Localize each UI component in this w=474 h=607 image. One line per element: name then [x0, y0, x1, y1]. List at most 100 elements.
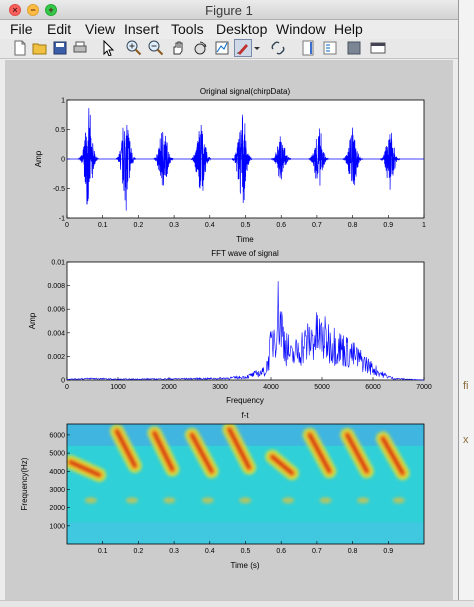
pan-icon[interactable]: [170, 40, 186, 56]
x-tick-label-1-3: 3000: [212, 384, 228, 391]
print-icon[interactable]: [72, 40, 88, 56]
brush-dropdown-icon[interactable]: [253, 40, 261, 56]
x-tick-label-2-1: 0.2: [134, 548, 144, 555]
x-tick-label-0-1: 0.1: [98, 222, 108, 229]
y-tick-label-2-5: 6000: [49, 432, 65, 439]
dock-icon[interactable]: [370, 40, 386, 56]
y-tick-label-2-0: 1000: [49, 523, 65, 530]
x-tick-label-0-4: 0.4: [205, 222, 215, 229]
figure-window: × − + Figure 1 File Edit View Insert Too…: [0, 0, 459, 607]
x-tick-label-2-6: 0.7: [312, 548, 322, 555]
x-tick-label-0-0: 0: [65, 222, 69, 229]
open-icon[interactable]: [32, 40, 48, 56]
chart-2-ylabel: Amp: [28, 312, 37, 329]
spectrogram-low-band: [67, 522, 424, 544]
x-tick-label-1-7: 7000: [416, 384, 432, 391]
chart-3-ylabel: Frequency(Hz): [20, 457, 29, 510]
chirp-core-1: [115, 429, 137, 468]
menu-desktop[interactable]: Desktop: [216, 21, 268, 37]
x-tick-label-0-2: 0.2: [134, 222, 144, 229]
y-tick-label-1-2: 0.004: [47, 330, 65, 337]
chirp-harmonic-8: [392, 497, 405, 504]
chirp-harmonic-5: [282, 497, 295, 504]
x-tick-label-0-5: 0.5: [241, 222, 251, 229]
title-bar[interactable]: × − + Figure 1: [0, 0, 458, 20]
chirp-core-7: [345, 433, 369, 473]
y-tick-label-1-5: 0.01: [51, 260, 65, 267]
chart-1-title: Original signal(chirpData): [200, 87, 291, 96]
y-tick-label-1-3: 0.006: [47, 307, 65, 314]
y-tick-label-2-1: 2000: [49, 505, 65, 512]
pointer-icon[interactable]: [100, 40, 116, 56]
menu-window[interactable]: Window: [276, 21, 326, 37]
x-tick-label-1-5: 5000: [314, 384, 330, 391]
x-tick-label-2-3: 0.4: [205, 548, 215, 555]
signal-burst-3: [190, 125, 212, 191]
y-tick-label-2-4: 5000: [49, 451, 65, 458]
menu-file[interactable]: File: [10, 21, 33, 37]
signal-burst-8: [379, 132, 401, 190]
y-tick-label-0-3: 0.5: [55, 127, 65, 134]
chart-2-title: FFT wave of signal: [211, 249, 279, 258]
zoom-out-icon[interactable]: [148, 40, 164, 56]
colorbar-icon[interactable]: [300, 40, 316, 56]
y-tick-label-0-0: -1: [59, 216, 65, 223]
data-cursor-icon[interactable]: [214, 40, 230, 56]
menu-insert[interactable]: Insert: [124, 21, 160, 37]
brush-icon[interactable]: [234, 39, 252, 57]
chirp-core-3: [190, 433, 214, 473]
y-tick-label-0-4: 1: [61, 98, 65, 105]
signal-burst-6: [308, 128, 329, 186]
menu-bar: File Edit View Insert Tools Desktop Wind…: [0, 20, 458, 39]
x-tick-label-2-0: 0.1: [98, 548, 108, 555]
x-tick-label-1-0: 0: [65, 384, 69, 391]
x-tick-label-0-9: 0.9: [383, 222, 393, 229]
window-title: Figure 1: [205, 3, 253, 18]
x-tick-label-2-7: 0.8: [348, 548, 358, 555]
x-tick-label-2-5: 0.6: [276, 548, 286, 555]
x-tick-label-0-7: 0.7: [312, 222, 322, 229]
menu-view[interactable]: View: [85, 21, 116, 37]
x-tick-label-0-8: 0.8: [348, 222, 358, 229]
minimize-icon: −: [30, 5, 36, 15]
x-tick-label-2-2: 0.3: [169, 548, 179, 555]
x-tick-label-0-3: 0.3: [169, 222, 179, 229]
menu-edit[interactable]: Edit: [47, 21, 72, 37]
subplot-spectrogram: f-t Time (s) Frequency(Hz) 0.1 0.2 0.3 0.4 0…: [20, 411, 425, 570]
maximize-icon: +: [48, 5, 54, 15]
rotate-icon[interactable]: [192, 40, 208, 56]
background-window-edge: [459, 0, 474, 607]
subplot-original-signal: Original signal(chirpData) Time Amp 0 0.1…: [34, 87, 426, 244]
zoom-in-icon[interactable]: [126, 40, 142, 56]
legend-icon[interactable]: [322, 40, 338, 56]
close-button[interactable]: ×: [9, 4, 21, 16]
minimize-button[interactable]: −: [27, 4, 39, 16]
chirp-harmonic-2: [163, 497, 176, 504]
fft-spectrum-line: [66, 281, 425, 381]
menu-help[interactable]: Help: [334, 21, 363, 37]
hide-tools-icon[interactable]: [346, 40, 362, 56]
background-text-2: x: [463, 434, 469, 446]
chirp-core-2: [152, 431, 174, 472]
x-tick-label-1-6: 6000: [365, 384, 381, 391]
chirp-harmonic-0: [84, 497, 97, 504]
y-tick-label-0-2: 0: [61, 157, 65, 164]
new-figure-icon[interactable]: [12, 40, 28, 56]
signal-burst-0: [78, 108, 99, 205]
x-tick-label-0-10: 1: [422, 222, 426, 229]
chirp-core-5: [270, 455, 294, 475]
chirp-harmonic-6: [319, 497, 332, 504]
signal-burst-7: [342, 127, 363, 186]
save-icon[interactable]: [52, 40, 68, 56]
x-tick-label-1-4: 4000: [263, 384, 279, 391]
menu-tools[interactable]: Tools: [171, 21, 204, 37]
x-tick-label-0-6: 0.6: [276, 222, 286, 229]
chart-3-xlabel: Time (s): [230, 561, 259, 570]
chart-1-ylabel: Amp: [34, 150, 43, 167]
y-tick-label-1-4: 0.008: [47, 283, 65, 290]
figure-canvas[interactable]: Original signal(chirpData) Time Amp 0 0.1…: [5, 60, 453, 605]
subplot-fft: FFT wave of signal Frequency Amp 0 1000 20…: [28, 249, 432, 405]
maximize-button[interactable]: +: [45, 4, 57, 16]
background-text-1: fi: [463, 380, 469, 392]
link-icon[interactable]: [270, 40, 286, 56]
